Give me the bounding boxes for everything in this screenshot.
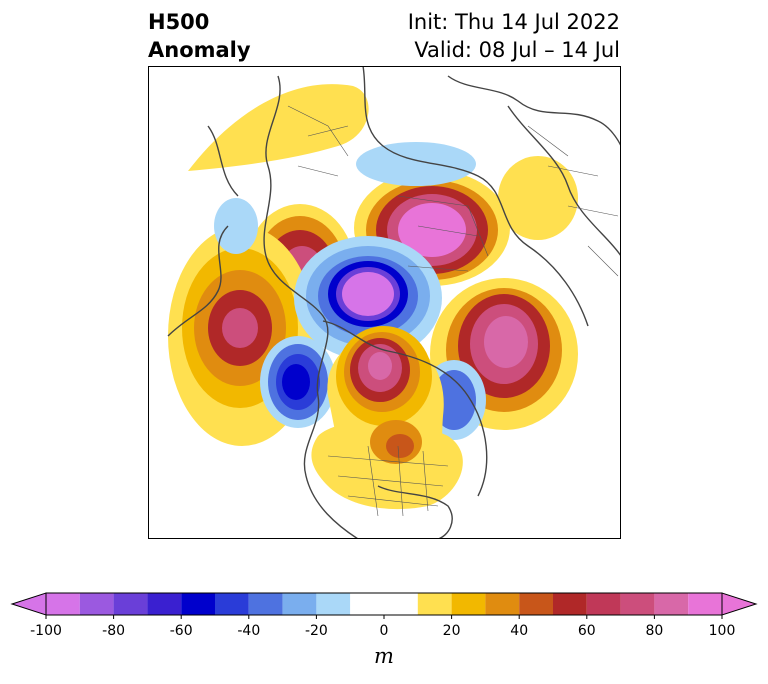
anomaly-europe-north	[188, 84, 369, 171]
anomaly-atlantic-west	[168, 226, 316, 446]
map-subtitle: Init: Thu 14 Jul 2022 Valid: 08 Jul – 14…	[408, 8, 620, 64]
anomaly-arctic-siberia-low	[356, 142, 476, 186]
colorbar-swatch	[181, 593, 215, 615]
colorbar-tick-label: -100	[30, 623, 62, 637]
anomaly-west-europe-low	[214, 198, 258, 254]
anomaly-north-atlantic-low	[260, 336, 336, 428]
colorbar-tick-label: 20	[443, 623, 461, 637]
colorbar-swatch	[79, 593, 114, 615]
colorbar-swatch	[282, 593, 317, 615]
colorbar-swatch	[147, 593, 182, 615]
colorbar-swatch	[417, 593, 452, 615]
valid-range: Valid: 08 Jul – 14 Jul	[414, 38, 620, 62]
anomaly-field	[167, 66, 621, 539]
colorbar-swatch	[248, 593, 283, 615]
colorbar-tick-label: -40	[237, 623, 260, 637]
colorbar-over-arrow	[721, 592, 758, 616]
title-line-1: H500	[148, 10, 210, 34]
colorbar-tick-label: 80	[645, 623, 663, 637]
colorbar-swatch	[451, 593, 486, 615]
anomaly-east-asia	[430, 278, 578, 430]
anomaly-central-arctic	[294, 236, 442, 360]
country-borders	[287, 105, 619, 517]
anomaly-central-canada	[311, 326, 463, 510]
anomaly-east-asia-north	[498, 156, 578, 240]
colorbar-tick-label: -60	[170, 623, 193, 637]
colorbar-ticks: -100 -80 -60 -40 -20 0 20 40 60 80 100	[30, 615, 735, 637]
colorbar-boxes	[10, 592, 758, 616]
title-line-2: Anomaly	[148, 38, 251, 62]
colorbar-unit-label: m	[374, 644, 394, 668]
colorbar-swatch	[113, 593, 148, 615]
colorbar-tick-label: 40	[510, 623, 528, 637]
colorbar-swatch	[654, 593, 689, 615]
colorbar-swatch	[519, 593, 553, 615]
map-frame	[148, 66, 621, 539]
colorbar-tick-label: -20	[305, 623, 328, 637]
colorbar-swatch	[553, 593, 587, 615]
coastlines	[167, 66, 621, 539]
colorbar-swatch	[688, 593, 722, 615]
anomaly-map	[148, 66, 621, 539]
map-title: H500 Anomaly	[148, 8, 251, 64]
colorbar: -100 -80 -60 -40 -20 0 20 40 60 80 100	[10, 592, 758, 637]
init-time: Init: Thu 14 Jul 2022	[407, 10, 620, 34]
colorbar-swatch	[316, 593, 351, 615]
colorbar-tick-label: -80	[102, 623, 125, 637]
colorbar-swatch	[350, 593, 418, 615]
colorbar-tick-label: 100	[709, 623, 736, 637]
colorbar-swatch	[215, 593, 249, 615]
colorbar-swatch	[485, 593, 520, 615]
colorbar-swatch	[46, 593, 80, 615]
colorbar-tick-label: 0	[380, 623, 389, 637]
colorbar-under-arrow	[10, 592, 47, 616]
colorbar-tick-label: 60	[578, 623, 596, 637]
colorbar-swatch	[620, 593, 655, 615]
colorbar-swatch	[586, 593, 621, 615]
